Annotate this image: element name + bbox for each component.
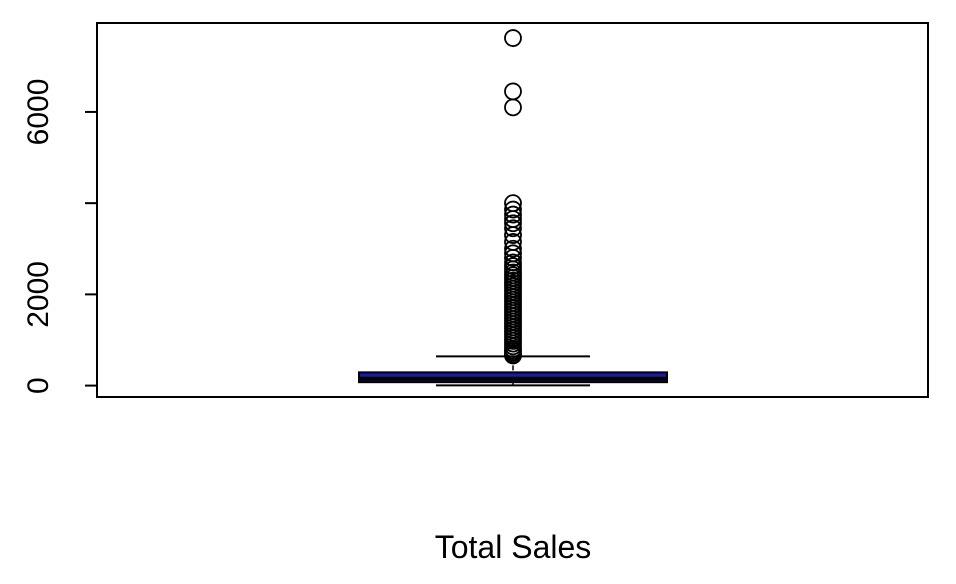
outlier-point [504, 214, 522, 233]
y-tick-label: 2000 [22, 261, 55, 328]
outlier-point [504, 29, 522, 47]
y-tick-label: 0 [22, 377, 55, 394]
outlier-point [504, 98, 522, 117]
outlier-point [504, 205, 522, 224]
outlier-point [504, 200, 522, 219]
outlier-point [504, 248, 522, 267]
outlier-point [504, 226, 522, 244]
y-tick-label: 6000 [22, 79, 55, 146]
y-axis: 0 2000 6000 [22, 79, 98, 394]
outlier-group [504, 29, 522, 365]
outlier-point [504, 219, 522, 238]
outlier-point [504, 82, 522, 101]
outlier-point [504, 346, 522, 365]
outlier-point [504, 239, 522, 258]
x-axis-label: Total Sales [435, 529, 592, 565]
